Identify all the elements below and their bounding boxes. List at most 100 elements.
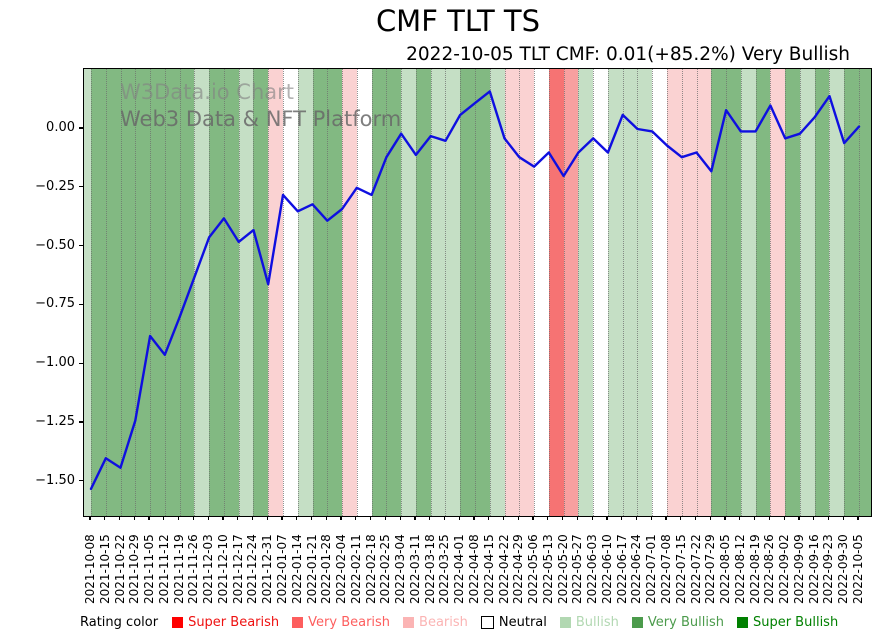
gridline bbox=[371, 69, 373, 516]
x-tick-label: 2021-11-12 bbox=[156, 534, 171, 604]
x-tick-mark bbox=[399, 516, 401, 520]
rating-band bbox=[297, 69, 313, 516]
x-tick-mark bbox=[222, 516, 224, 520]
gridline bbox=[814, 69, 816, 516]
plot-area: W3Data.io Chart Web3 Data & NFT Platform bbox=[83, 68, 872, 517]
x-tick-label: 2022-05-27 bbox=[570, 534, 585, 604]
legend-item-neutral: Neutral bbox=[480, 615, 547, 630]
rating-band bbox=[356, 69, 372, 516]
gridline bbox=[785, 69, 787, 516]
legend-swatch-icon bbox=[292, 617, 304, 628]
gridline bbox=[238, 69, 240, 516]
x-tick-mark bbox=[104, 516, 106, 520]
legend-swatch-icon bbox=[172, 617, 184, 628]
x-tick-mark bbox=[783, 516, 785, 520]
x-tick-label: 2022-04-29 bbox=[511, 534, 526, 604]
x-tick-mark bbox=[163, 516, 165, 520]
gridline bbox=[356, 69, 358, 516]
rating-band bbox=[548, 69, 564, 516]
rating-band bbox=[342, 69, 357, 516]
x-tick-mark bbox=[296, 516, 298, 520]
x-tick-mark bbox=[443, 516, 446, 520]
legend-swatch-icon bbox=[403, 617, 415, 628]
x-tick-mark bbox=[724, 516, 726, 520]
legend-item-very-bullish: Very Bullish bbox=[631, 615, 724, 630]
rating-band bbox=[312, 69, 328, 516]
x-tick-mark bbox=[827, 516, 830, 520]
gridline bbox=[844, 69, 846, 516]
x-tick-label: 2022-02-04 bbox=[334, 534, 349, 604]
x-tick-mark bbox=[384, 516, 386, 520]
x-tick-label: 2022-09-30 bbox=[836, 534, 851, 604]
x-tick-label: 2022-05-20 bbox=[555, 534, 570, 604]
rating-band bbox=[445, 69, 461, 516]
x-tick-label: 2022-06-17 bbox=[614, 534, 629, 604]
legend-item-label: Super Bullish bbox=[752, 615, 839, 630]
rating-band bbox=[105, 69, 121, 516]
gridline bbox=[622, 69, 624, 516]
gridline bbox=[401, 69, 403, 516]
legend-item-label: Very Bearish bbox=[308, 615, 391, 630]
x-tick-label: 2022-08-12 bbox=[732, 534, 747, 604]
legend-swatch-icon bbox=[631, 617, 643, 628]
legend-item-bullish: Bullish bbox=[559, 615, 619, 630]
x-tick-label: 2021-10-15 bbox=[97, 534, 112, 604]
x-tick-mark bbox=[606, 516, 608, 520]
y-tick-mark bbox=[79, 186, 83, 188]
gridline bbox=[740, 69, 742, 516]
gridline bbox=[548, 69, 550, 516]
x-tick-label: 2021-12-31 bbox=[260, 534, 275, 604]
x-tick-label: 2021-12-03 bbox=[201, 534, 216, 604]
rating-band bbox=[150, 69, 165, 516]
gridline bbox=[223, 69, 225, 516]
rating-band bbox=[91, 69, 106, 516]
rating-band bbox=[327, 69, 343, 516]
gridline bbox=[327, 69, 329, 516]
gridline bbox=[681, 69, 683, 516]
rating-band bbox=[179, 69, 195, 516]
gridline bbox=[534, 69, 536, 516]
x-tick-mark bbox=[488, 516, 490, 520]
rating-band bbox=[386, 69, 402, 516]
y-tick-mark bbox=[79, 245, 83, 247]
rating-legend: Rating color Super Bearish Very Bearish Be… bbox=[80, 615, 851, 630]
x-tick-mark bbox=[429, 516, 431, 520]
rating-band bbox=[223, 69, 239, 516]
rating-band bbox=[430, 69, 446, 516]
rating-band bbox=[799, 69, 815, 516]
x-tick-mark bbox=[355, 516, 357, 520]
gridline bbox=[312, 69, 314, 516]
gridline bbox=[105, 69, 107, 516]
rating-band bbox=[637, 69, 653, 516]
legend-item-label: Super Bearish bbox=[188, 615, 280, 630]
gridline bbox=[607, 69, 609, 516]
x-tick-mark bbox=[207, 516, 209, 520]
gridline bbox=[563, 69, 565, 516]
x-tick-mark bbox=[754, 516, 756, 520]
rating-band bbox=[253, 69, 269, 516]
legend-item-very-bearish: Very Bearish bbox=[292, 615, 390, 630]
x-tick-mark bbox=[310, 516, 313, 520]
rating-band bbox=[401, 69, 416, 516]
gridline bbox=[460, 69, 462, 516]
x-tick-mark bbox=[192, 516, 194, 520]
x-tick-label: 2022-07-22 bbox=[688, 534, 703, 604]
chart-title: CMF TLT TS bbox=[375, 4, 541, 38]
gridline bbox=[770, 69, 772, 516]
rating-band bbox=[504, 69, 520, 516]
gridline bbox=[652, 69, 654, 516]
x-tick-mark bbox=[118, 516, 121, 520]
x-tick-mark bbox=[591, 516, 593, 520]
x-tick-label: 2021-12-24 bbox=[245, 534, 260, 604]
x-tick-mark bbox=[251, 516, 254, 520]
x-tick-label: 2022-09-09 bbox=[791, 534, 806, 604]
gridline bbox=[519, 69, 521, 516]
x-tick-label: 2021-11-26 bbox=[186, 534, 201, 604]
gridline bbox=[445, 69, 447, 516]
x-tick-label: 2022-01-21 bbox=[304, 534, 319, 604]
x-tick-label: 2022-09-23 bbox=[821, 534, 836, 604]
gridline bbox=[578, 69, 580, 516]
gridline bbox=[194, 69, 196, 516]
legend-swatch-icon bbox=[559, 617, 571, 628]
rating-band bbox=[681, 69, 697, 516]
